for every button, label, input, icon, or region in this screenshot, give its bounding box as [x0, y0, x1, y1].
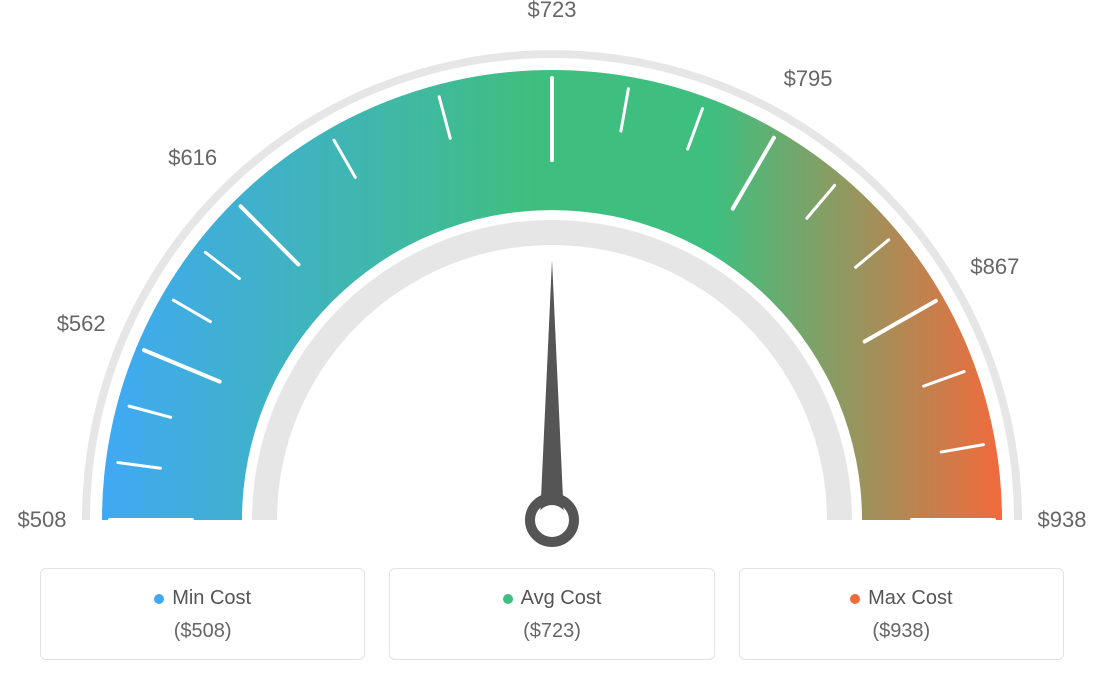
gauge-tick-label: $938	[1038, 507, 1087, 533]
legend-avg-value: ($723)	[400, 620, 703, 643]
gauge-tick-label: $508	[18, 507, 67, 533]
legend-row: Min Cost ($508) Avg Cost ($723) Max Cost…	[40, 568, 1064, 660]
legend-min-box: Min Cost ($508)	[40, 568, 365, 660]
dot-icon	[154, 594, 164, 604]
gauge-tick-label: $562	[57, 311, 106, 337]
legend-min-value: ($508)	[51, 620, 354, 643]
legend-avg-label: Avg Cost	[521, 587, 602, 610]
gauge-tick-label: $867	[970, 254, 1019, 280]
gauge-svg	[52, 20, 1052, 550]
gauge-tick-label: $616	[168, 145, 217, 171]
chart-container: $508 $562 $616 $723 $795 $867 $938 Min Cost ($…	[0, 0, 1104, 690]
dot-icon	[850, 594, 860, 604]
gauge-area: $508 $562 $616 $723 $795 $867 $938	[0, 0, 1104, 560]
legend-avg-box: Avg Cost ($723)	[389, 568, 714, 660]
dot-icon	[503, 594, 513, 604]
legend-max-box: Max Cost ($938)	[739, 568, 1064, 660]
legend-min-label: Min Cost	[172, 587, 251, 610]
gauge-tick-label: $795	[784, 66, 833, 92]
legend-max-value: ($938)	[750, 620, 1053, 643]
legend-max-label: Max Cost	[868, 587, 952, 610]
gauge-tick-label: $723	[528, 0, 577, 23]
